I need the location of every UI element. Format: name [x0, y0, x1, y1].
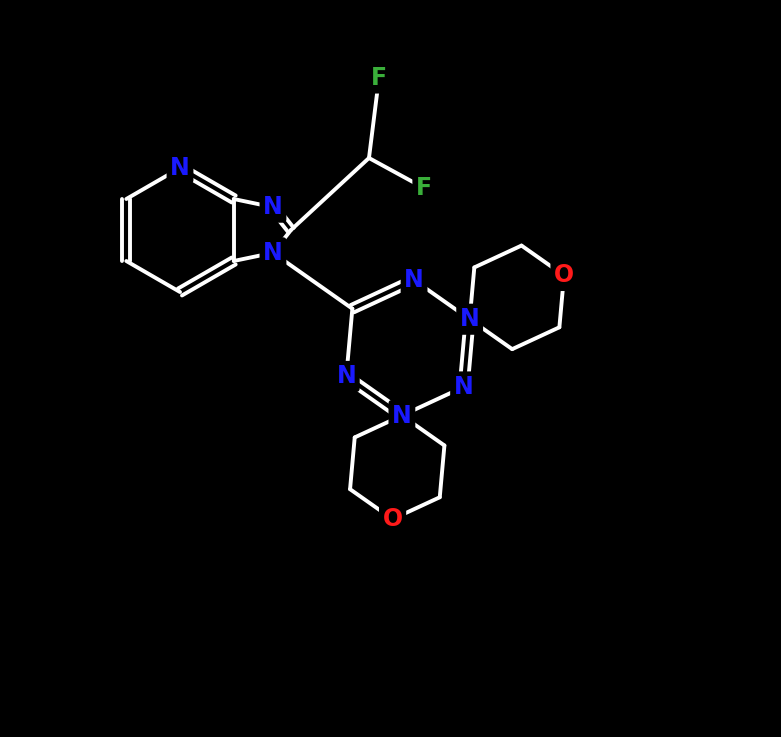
Text: O: O	[383, 507, 403, 531]
Text: N: N	[392, 404, 412, 427]
Text: N: N	[263, 195, 283, 219]
Text: N: N	[454, 375, 473, 399]
Text: F: F	[371, 66, 387, 90]
Text: N: N	[405, 268, 424, 292]
Text: N: N	[170, 156, 190, 180]
Text: F: F	[416, 176, 432, 200]
Text: O: O	[554, 264, 574, 287]
Text: N: N	[337, 364, 356, 388]
Text: N: N	[460, 307, 480, 331]
Text: N: N	[263, 241, 283, 265]
